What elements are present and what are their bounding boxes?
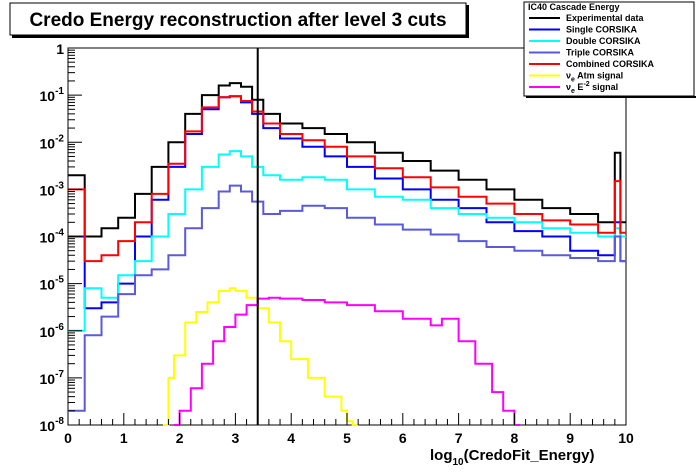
series-line-0 xyxy=(68,82,626,238)
x-tick-label: 7 xyxy=(455,430,463,446)
legend-label-1: Single CORSIKA xyxy=(566,25,638,35)
y-tick-label: 10-1 xyxy=(40,86,65,104)
y-axis: 1 10-1 10-2 10-3 10-4 10-5 10-6 10-7 10-8 xyxy=(40,41,82,434)
y-tick-label: 10-6 xyxy=(40,322,65,340)
x-tick-label: 5 xyxy=(343,430,351,446)
series-line-4 xyxy=(68,95,626,263)
x-axis: 0 1 2 3 4 5 6 7 8 9 10 xyxy=(64,413,634,446)
y-tick-label: 10-4 xyxy=(40,228,65,246)
x-tick-label: 3 xyxy=(232,430,240,446)
x-axis-label-sub: 10 xyxy=(453,457,465,468)
legend-label-0: Experimental data xyxy=(566,13,645,23)
legend-label-6: νe E-2 signal xyxy=(566,81,618,95)
x-tick-label: 6 xyxy=(399,430,407,446)
series-line-5 xyxy=(162,287,359,426)
x-axis-label: log10(CredoFit_Energy) xyxy=(430,447,594,468)
legend-label-2: Double CORSIKA xyxy=(566,36,641,46)
title-box: Credo Energy reconstruction after level … xyxy=(9,2,469,38)
legend-label-4: Combined CORSIKA xyxy=(566,59,655,69)
legend: IC40 Cascade Energy Experimental data Sin… xyxy=(523,1,696,98)
x-tick-label: 10 xyxy=(618,430,634,446)
chart-title: Credo Energy reconstruction after level … xyxy=(29,10,446,31)
series-layer xyxy=(68,82,626,426)
x-axis-label-main: log xyxy=(430,447,453,464)
y-tick-label: 10-7 xyxy=(40,369,65,387)
y-tick-label: 10-5 xyxy=(40,275,65,293)
x-tick-label: 9 xyxy=(566,430,574,446)
series-line-3 xyxy=(68,184,626,412)
x-tick-label: 4 xyxy=(287,430,295,446)
x-tick-label: 0 xyxy=(64,430,72,446)
y-tick-label: 10-3 xyxy=(40,180,65,198)
x-tick-label: 8 xyxy=(511,430,519,446)
legend-label-5: νe Atm signal xyxy=(566,71,623,84)
y-tick-label: 10-2 xyxy=(40,133,65,151)
x-axis-label-rest: (CredoFit_Energy) xyxy=(464,447,595,464)
series-line-2 xyxy=(68,150,626,332)
legend-label-3: Triple CORSIKA xyxy=(566,48,635,58)
series-line-6 xyxy=(174,296,520,426)
legend-title: IC40 Cascade Energy xyxy=(528,2,620,12)
x-tick-label: 1 xyxy=(120,430,128,446)
y-tick-label: 10-8 xyxy=(40,416,65,434)
x-tick-label: 2 xyxy=(176,430,184,446)
y-tick-label: 1 xyxy=(56,41,64,57)
